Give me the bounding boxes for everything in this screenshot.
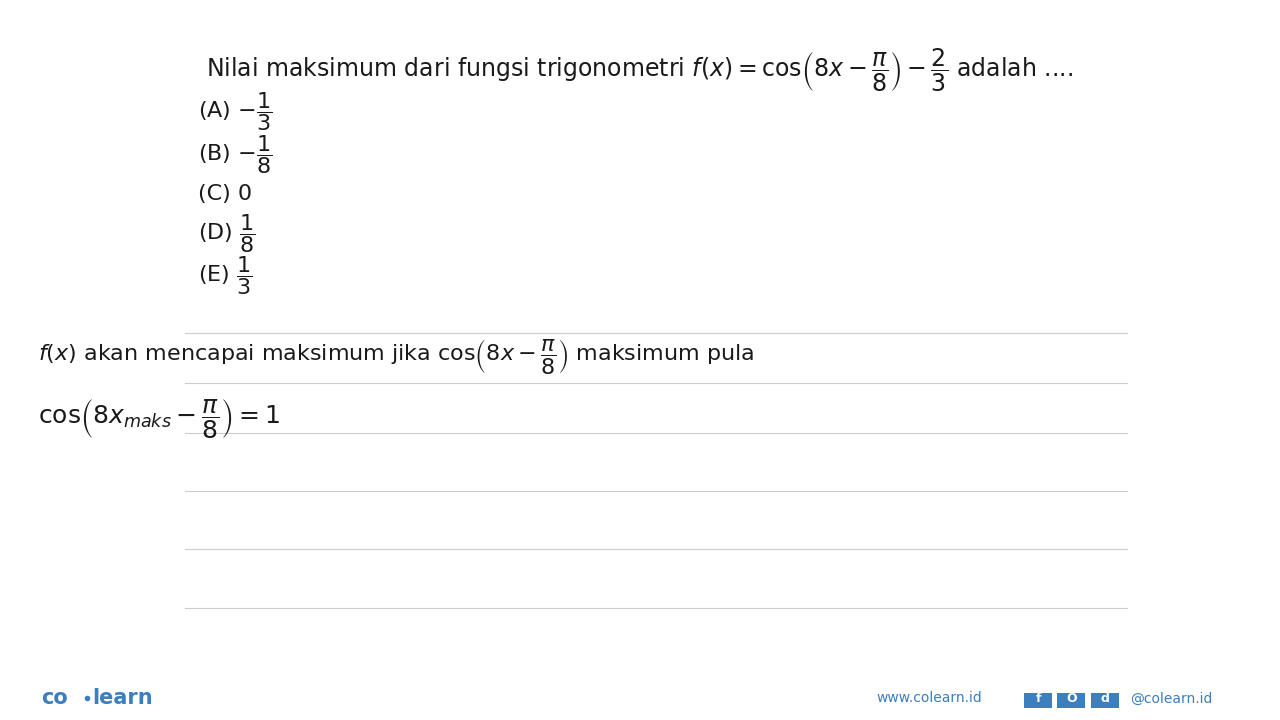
Text: (E) $\dfrac{1}{3}$: (E) $\dfrac{1}{3}$ — [198, 253, 253, 297]
Text: co: co — [41, 688, 68, 708]
Text: Nilai maksimum dari fungsi trigonometri $f(x) = \cos\!\left(8x - \dfrac{\pi}{8}\: Nilai maksimum dari fungsi trigonometri … — [206, 47, 1074, 94]
Text: www.colearn.id: www.colearn.id — [877, 691, 983, 706]
Text: (C) 0: (C) 0 — [198, 184, 252, 204]
Text: learn: learn — [92, 688, 152, 708]
Text: (D) $\dfrac{1}{8}$: (D) $\dfrac{1}{8}$ — [198, 212, 256, 256]
Text: (B) $-\dfrac{1}{8}$: (B) $-\dfrac{1}{8}$ — [198, 133, 273, 176]
Text: d: d — [1101, 692, 1108, 705]
Text: $f(x)$ akan mencapai maksimum jika $\cos\!\left(8x - \dfrac{\pi}{8}\right)$ maks: $f(x)$ akan mencapai maksimum jika $\cos… — [38, 337, 755, 376]
Text: O: O — [1066, 692, 1076, 705]
Text: @colearn.id: @colearn.id — [1130, 691, 1212, 706]
Text: (A) $-\dfrac{1}{3}$: (A) $-\dfrac{1}{3}$ — [198, 90, 273, 133]
Text: $\cos\!\left(8x_{maks} - \dfrac{\pi}{8}\right) = 1$: $\cos\!\left(8x_{maks} - \dfrac{\pi}{8}\… — [38, 397, 280, 441]
Text: f: f — [1036, 692, 1041, 705]
